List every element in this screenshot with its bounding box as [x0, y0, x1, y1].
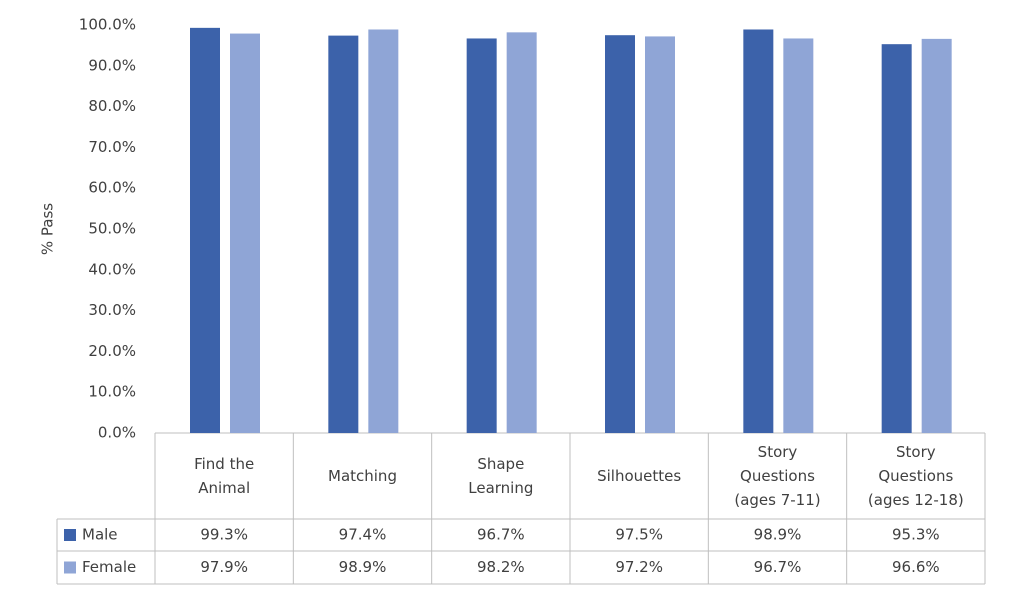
y-tick-label: 60.0%	[88, 179, 136, 197]
x-tick-label: Story Questions (ages 7-11)	[734, 443, 821, 509]
x-tick-label: Silhouettes	[597, 467, 682, 485]
bar	[783, 38, 814, 434]
y-tick-label: 100.0%	[79, 16, 136, 34]
y-tick-label: 50.0%	[88, 220, 136, 238]
y-tick-label: 30.0%	[88, 301, 136, 319]
bar	[506, 32, 537, 434]
table-value: 97.2%	[615, 558, 663, 576]
table-value: 98.2%	[477, 558, 525, 576]
bar	[328, 35, 359, 433]
table-value: 98.9%	[754, 526, 802, 544]
y-axis-title: % Pass	[39, 203, 57, 255]
bar	[605, 35, 635, 433]
table-value: 97.9%	[200, 558, 248, 576]
y-tick-label: 20.0%	[88, 342, 136, 360]
bar	[881, 44, 912, 434]
y-tick-label: 80.0%	[88, 97, 136, 115]
table-value: 96.7%	[754, 558, 802, 576]
bar	[230, 33, 260, 434]
legend-label: Female	[82, 558, 136, 576]
table-value: 95.3%	[892, 526, 940, 544]
y-tick-label: 10.0%	[88, 383, 136, 401]
bar	[466, 38, 497, 434]
legend-label: Male	[82, 526, 118, 544]
table-value: 97.5%	[615, 526, 663, 544]
legend-swatch	[64, 561, 76, 574]
bar	[743, 29, 774, 433]
y-tick-label: 90.0%	[88, 56, 136, 74]
y-tick-label: 70.0%	[88, 138, 136, 156]
table-value: 96.6%	[892, 558, 940, 576]
table-value: 96.7%	[477, 526, 525, 544]
x-tick-label: Matching	[328, 467, 397, 485]
y-tick-label: 0.0%	[98, 424, 136, 442]
bar	[921, 38, 952, 433]
table-value: 98.9%	[339, 558, 387, 576]
bar	[645, 36, 675, 433]
x-tick-label: Find the Animal	[194, 455, 255, 497]
bar	[190, 27, 220, 434]
table-value: 97.4%	[339, 526, 387, 544]
bar	[368, 29, 399, 433]
x-tick-label: Story Questions (ages 12-18)	[867, 443, 964, 509]
y-tick-label: 40.0%	[88, 260, 136, 278]
x-tick-label: Shape Learning	[468, 455, 534, 497]
legend-swatch	[64, 529, 76, 541]
table-value: 99.3%	[200, 526, 248, 544]
